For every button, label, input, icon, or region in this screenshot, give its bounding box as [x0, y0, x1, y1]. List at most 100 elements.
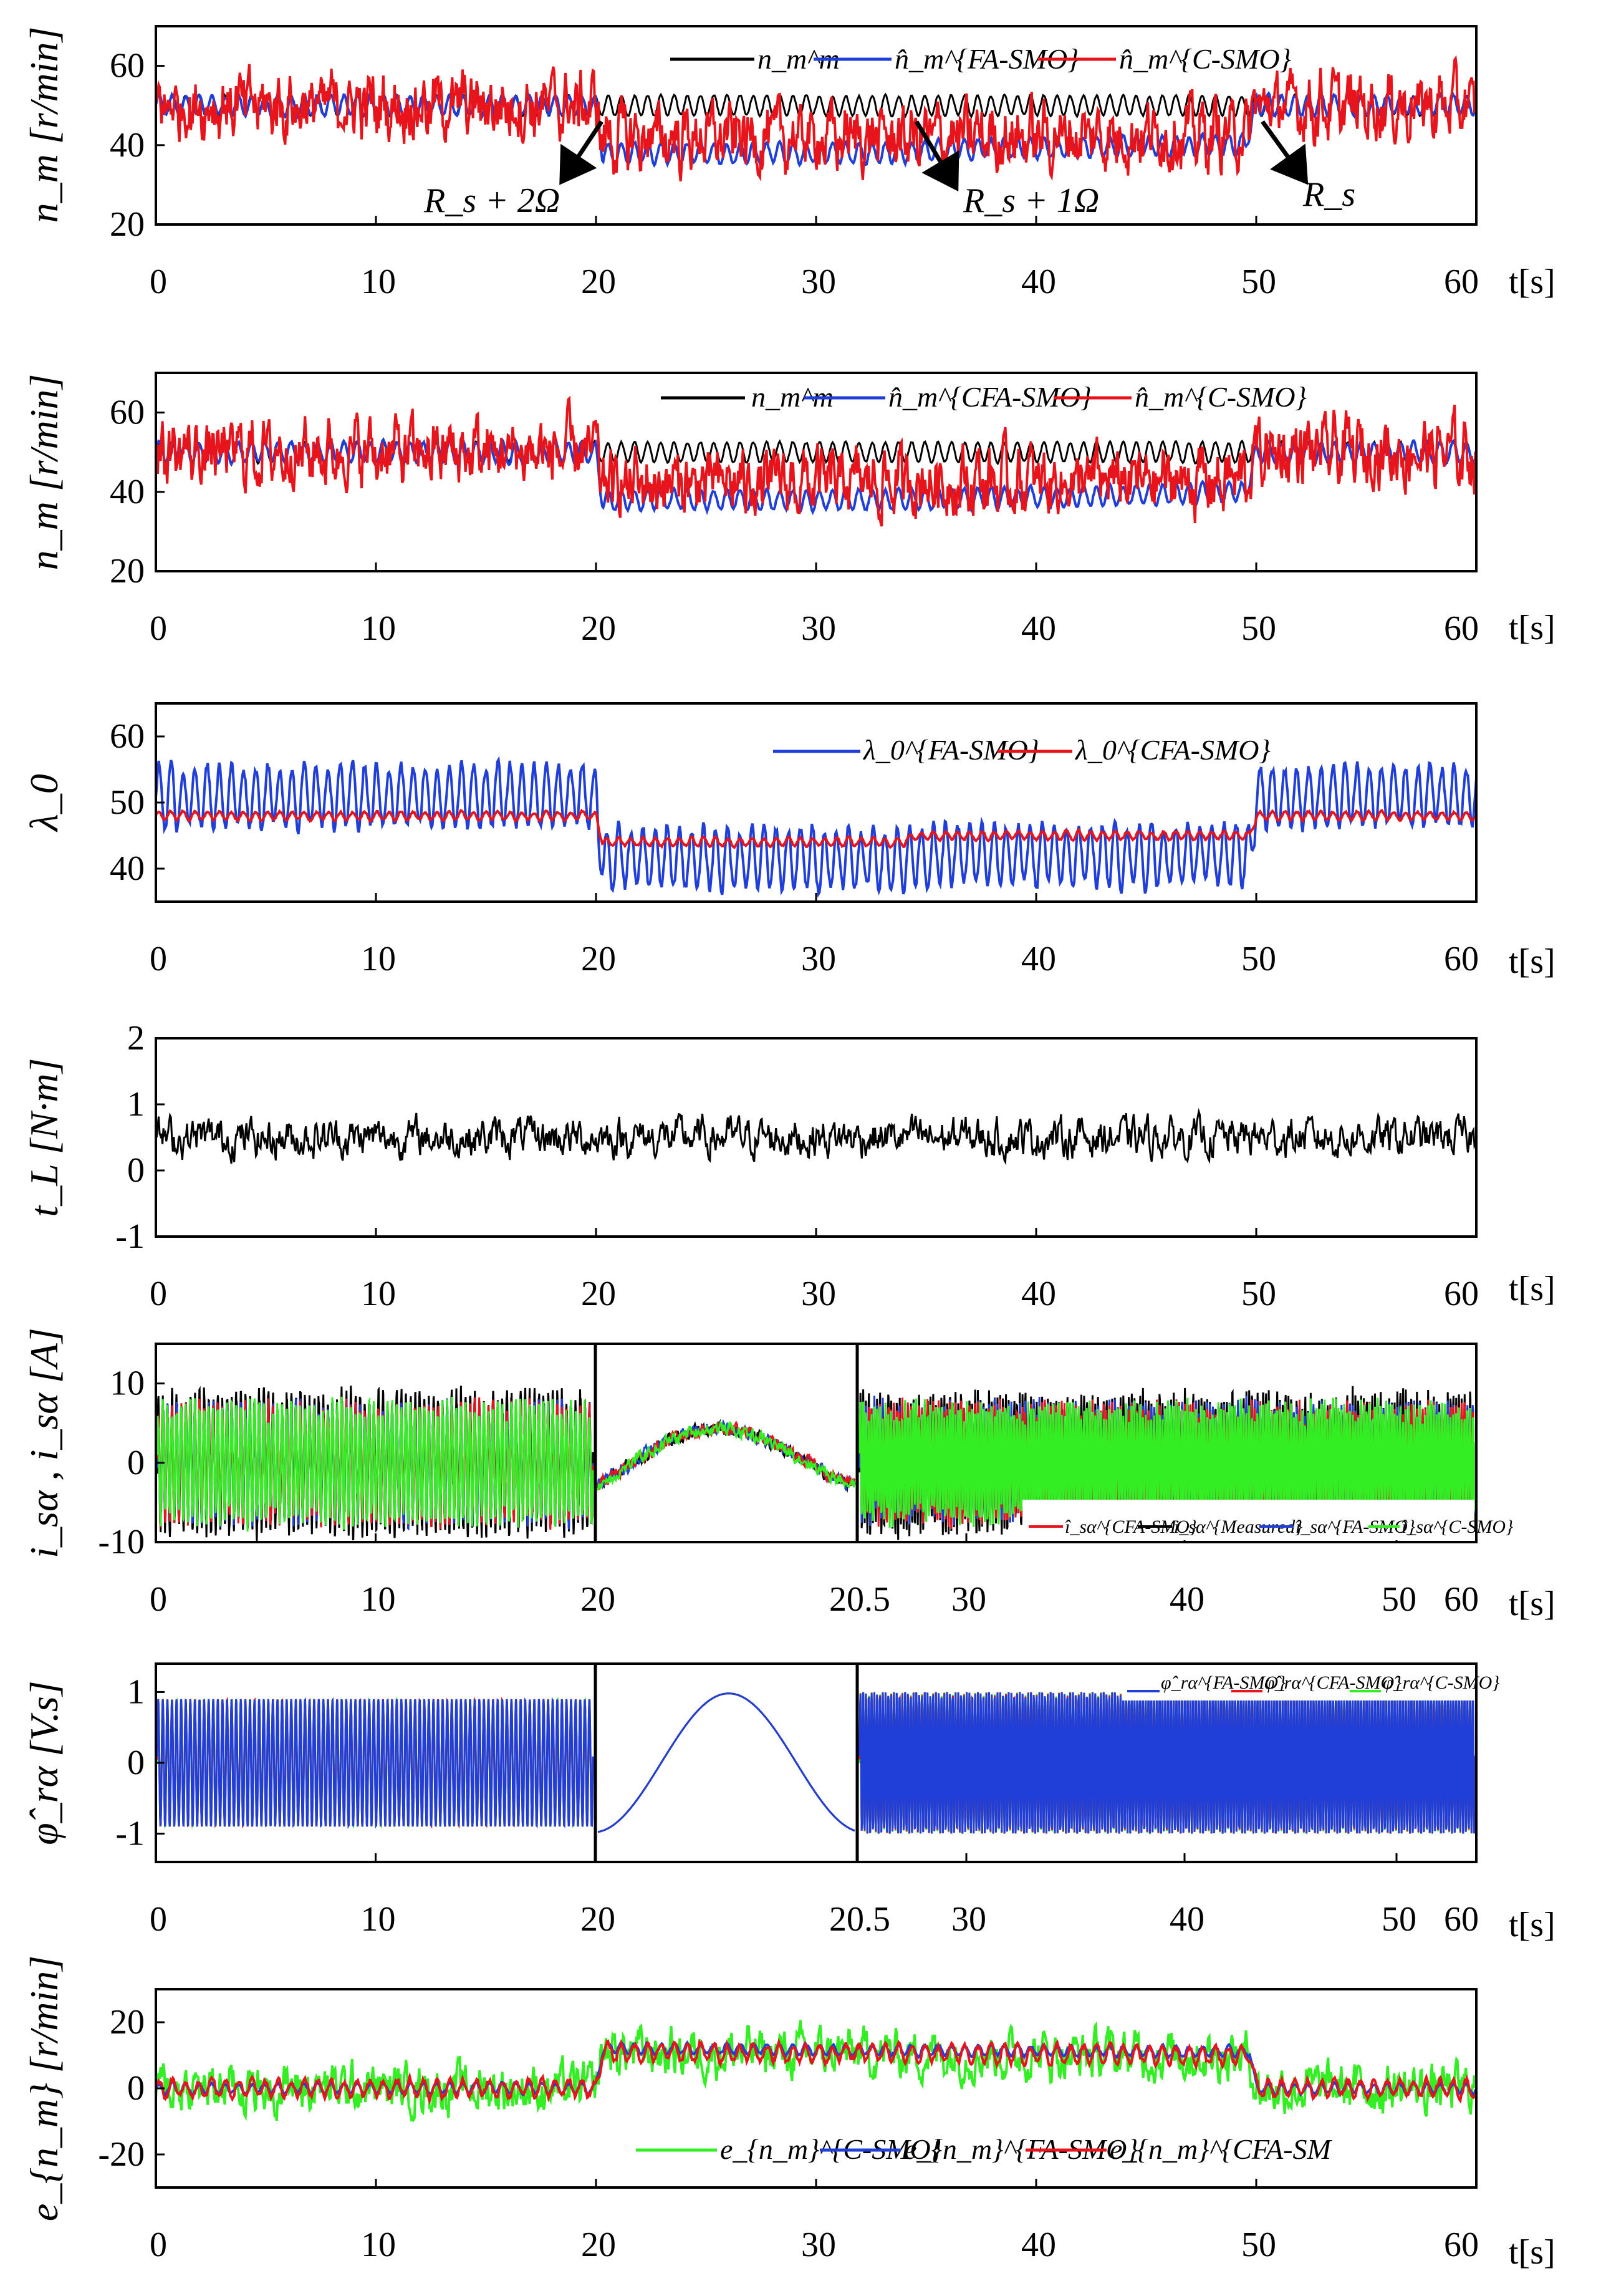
- p6-legend-bg: [1122, 1666, 1474, 1700]
- p1-annotation-3: R_s: [1302, 175, 1355, 214]
- p4-xticks: 0 10 20 30 40 50 60: [150, 1228, 1479, 1313]
- p5-ylabel: i_sα , i_sα [A]: [22, 1328, 66, 1558]
- panel-2: 20 40 60 0 10 20 30 40 50 60 n_m [r/min] t[s] n_…: [22, 372, 1555, 648]
- p7-lines: [155, 2020, 1478, 2123]
- p3-ytick-label: 60: [110, 717, 145, 756]
- p2-xtick-label: 30: [801, 609, 836, 648]
- p5-lines: [156, 1344, 1476, 1542]
- p3-xtick-label: 40: [1021, 940, 1056, 978]
- p2-lines: [155, 395, 1478, 527]
- p6-legend-1: φ̂_rα^{FA-SMO}: [1161, 1672, 1286, 1693]
- p4-xtick-label: 20: [581, 1275, 616, 1313]
- p4-ylabel: t_L [N·m]: [22, 1058, 66, 1217]
- p6-xtick-label: 50: [1382, 1900, 1416, 1939]
- p6-lines: [156, 1664, 1476, 1862]
- p5-legend: î_sα^{CFA-SMO} i_sα^{Measured} î_sα^{FA-…: [1022, 1500, 1513, 1540]
- p1-arrow-2: [914, 120, 959, 192]
- p5-ytick-label: 0: [127, 1444, 145, 1482]
- p2-series-3: [155, 395, 1478, 527]
- p6-ytick-label: -1: [115, 1815, 145, 1853]
- p2-xtick-label: 50: [1241, 609, 1276, 648]
- p6-xtick-label: 10: [361, 1900, 396, 1939]
- panel-3: 40 50 60 0 10 20 30 40 50 60 λ_0 t[s] λ_0^{FA-SM…: [22, 702, 1555, 981]
- p7-series-1: [155, 2020, 1478, 2123]
- p5-xtick-label: 0: [150, 1580, 167, 1619]
- p6-legend-2: φ̂_rα^{CFA-SMO}: [1264, 1672, 1401, 1693]
- p1-lines: [155, 55, 1478, 182]
- p6-xticks: 0 10 20 20.5 30 40 50 60: [150, 1853, 1479, 1939]
- p2-ytick-label: 60: [110, 393, 145, 432]
- p1-xtick-label: 20: [581, 263, 616, 301]
- p7-xtick-label: 60: [1444, 2226, 1479, 2264]
- p2-xtick-label: 60: [1444, 609, 1479, 648]
- p7-ytick-label: 0: [127, 2069, 145, 2108]
- p7-ytick-label: 20: [110, 2003, 145, 2042]
- p5-legend-bg: [1022, 1500, 1474, 1540]
- panel-6: -101 0 10 20 20.5 30 40 50 60 φ̂_rα [V.s] t[s] …: [22, 1662, 1555, 1944]
- p7-xlabel: t[s]: [1509, 2233, 1555, 2272]
- p2-ytick-label: 40: [110, 473, 145, 511]
- p1-yticks: 20 40 60: [110, 47, 165, 244]
- p4-xtick-label: 0: [150, 1275, 167, 1313]
- p6-ytick-label: 1: [127, 1672, 145, 1711]
- p4-xtick-label: 30: [801, 1275, 836, 1313]
- p5-xtick-label: 30: [951, 1580, 986, 1619]
- p2-xlabel: t[s]: [1509, 609, 1555, 647]
- p6-xtick-label: 60: [1444, 1900, 1479, 1939]
- p1-legend-3: n̂_m^{C-SMO}: [1119, 43, 1291, 75]
- p2-xticks: 0 10 20 30 40 50 60: [150, 562, 1479, 648]
- p3-xtick-label: 50: [1241, 940, 1276, 978]
- p3-xtick-label: 30: [801, 940, 836, 978]
- p5-legend-4: î_sα^{C-SMO}: [1401, 1517, 1513, 1537]
- p1-annotation-2: R_s + 1Ω: [963, 181, 1099, 220]
- p7-xtick-label: 30: [801, 2226, 836, 2264]
- p5-xticks: 0 10 20 20.5 30 40 50 60: [150, 1533, 1479, 1619]
- p4-lines: [155, 1107, 1478, 1165]
- p3-xtick-label: 10: [361, 940, 396, 978]
- p3-series-2: [155, 808, 1478, 849]
- p1-series-3: [155, 55, 1478, 182]
- p3-xlabel: t[s]: [1509, 942, 1555, 981]
- p3-xtick-label: 20: [581, 940, 616, 978]
- p5-series-green: [156, 1396, 1476, 1531]
- p1-xticks: 0 10 20 30 40 50 60: [150, 216, 1479, 301]
- p5-ytick-label: -10: [98, 1523, 145, 1561]
- p1-xtick-label: 10: [361, 263, 396, 301]
- p5-xtick-label: 10: [361, 1580, 396, 1619]
- p3-legend: λ_0^{FA-SMO} λ_0^{CFA-SMO}: [773, 734, 1271, 766]
- p3-xticks: 0 10 20 30 40 50 60: [150, 893, 1479, 978]
- p1-xtick-label: 30: [801, 263, 836, 301]
- p6-xtick-label: 20.5: [829, 1900, 890, 1939]
- p1-ylabel: n_m [r/min]: [22, 27, 66, 223]
- p4-xtick-label: 10: [361, 1275, 396, 1313]
- p6-xtick-label: 30: [951, 1900, 986, 1939]
- p5-xtick-label: 40: [1170, 1580, 1204, 1619]
- p7-ytick-label: -20: [98, 2135, 145, 2174]
- p6-legend: φ̂_rα^{FA-SMO} φ̂_rα^{CFA-SMO} φ̂_rα^{C-…: [1122, 1666, 1499, 1700]
- p3-yticks: 40 50 60: [110, 717, 165, 888]
- p5-xtick-label: 60: [1444, 1580, 1479, 1619]
- p7-xtick-label: 20: [581, 2226, 616, 2264]
- p6-xlabel: t[s]: [1509, 1906, 1555, 1944]
- p2-xtick-label: 10: [361, 609, 396, 648]
- p7-legend-3: e_{n_m}^{CFA-SM: [1110, 2133, 1332, 2165]
- p6-xtick-label: 40: [1170, 1900, 1204, 1939]
- p4-xtick-label: 50: [1241, 1275, 1276, 1313]
- p1-ytick-label: 40: [110, 126, 145, 165]
- p1-xtick-label: 0: [150, 263, 167, 301]
- p5-xtick-label: 20.5: [829, 1580, 890, 1619]
- p6-series-blue: [156, 1692, 1476, 1834]
- p4-xtick-label: 40: [1021, 1275, 1056, 1313]
- p6-ylabel: φ̂_rα [V.s]: [22, 1681, 66, 1845]
- p3-ylabel: λ_0: [22, 774, 66, 832]
- p5-xtick-label: 50: [1382, 1580, 1416, 1619]
- p5-xtick-label: 20: [580, 1580, 615, 1619]
- p6-xtick-label: 0: [150, 1900, 167, 1939]
- p6-legend-3: φ̂_rα^{C-SMO}: [1383, 1672, 1499, 1693]
- p1-xtick-label: 50: [1241, 263, 1276, 301]
- p2-xtick-label: 0: [150, 609, 167, 648]
- p4-series-1: [155, 1107, 1478, 1165]
- p4-xtick-label: 60: [1444, 1275, 1479, 1313]
